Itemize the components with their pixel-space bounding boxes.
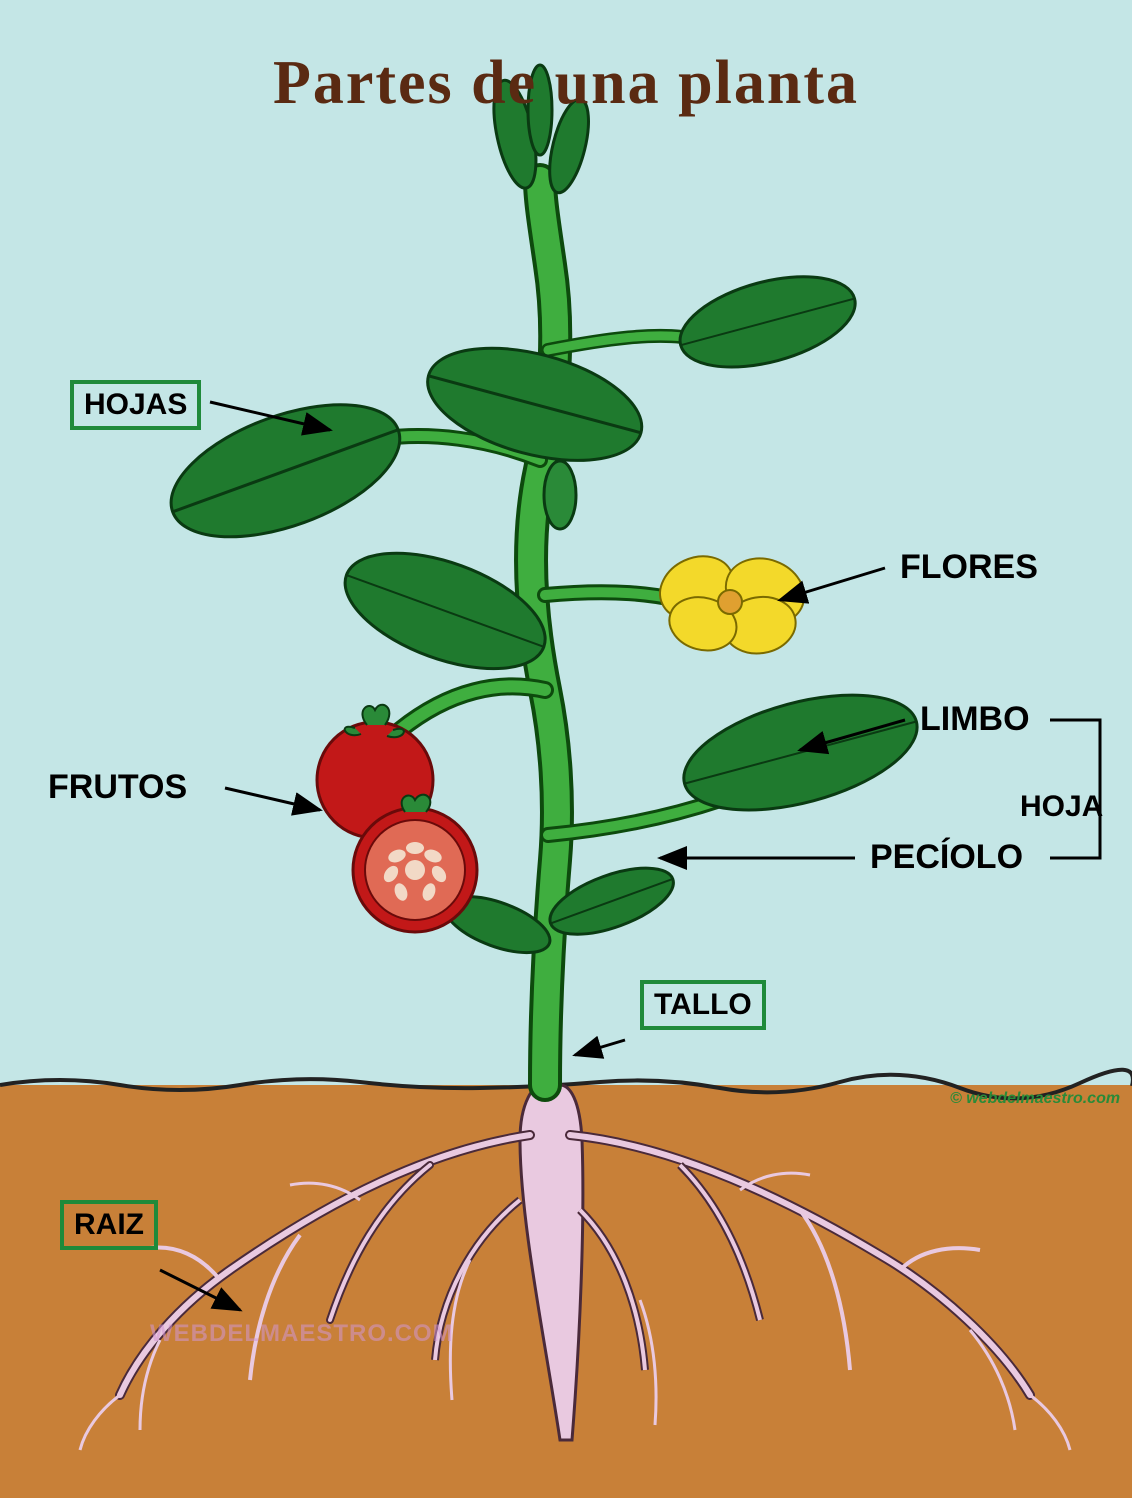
label-tallo: TALLO <box>640 980 766 1030</box>
label-limbo: LIMBO <box>920 700 1030 739</box>
watermark-text: WEBDELMAESTRO.COM <box>150 1320 454 1348</box>
diagram-canvas: Partes de una planta HOJAS FLORES LIMBO … <box>0 0 1132 1498</box>
label-raiz: RAIZ <box>60 1200 158 1250</box>
copyright-text: © webdelmaestro.com <box>950 1090 1120 1108</box>
soil-region <box>0 1085 1132 1498</box>
label-peciolo: PECÍOLO <box>870 838 1023 877</box>
label-hoja: HOJA <box>1020 790 1103 824</box>
label-hojas: HOJAS <box>70 380 201 430</box>
label-flores: FLORES <box>900 548 1038 587</box>
label-frutos: FRUTOS <box>48 768 187 807</box>
sky-region <box>0 0 1132 1085</box>
diagram-title: Partes de una planta <box>0 48 1132 119</box>
